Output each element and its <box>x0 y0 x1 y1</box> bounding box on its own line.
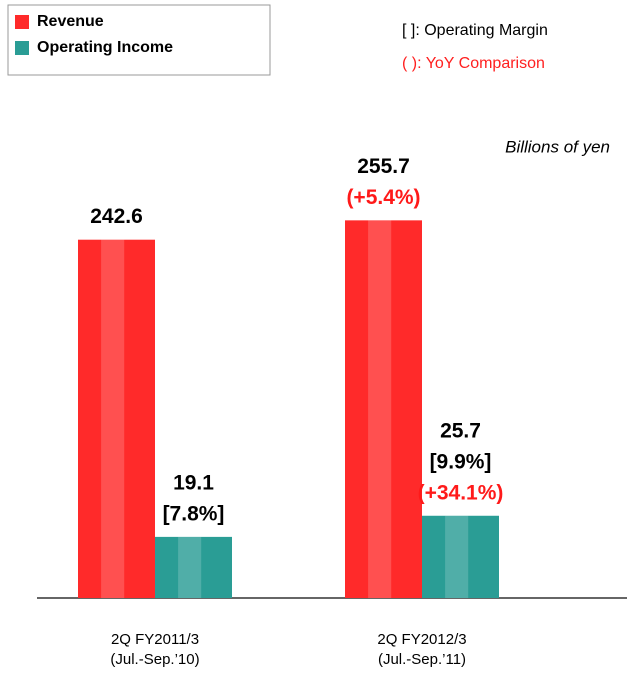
legend-box <box>7 4 271 76</box>
value-label: 19.1 <box>173 471 214 494</box>
margin-label: [9.9%] <box>430 450 492 473</box>
bar <box>422 515 499 598</box>
x-tick-label: 2Q FY2012/3 <box>377 631 466 648</box>
margin-label: [7.8%] <box>163 502 225 525</box>
bar <box>155 536 232 598</box>
note-margin: [ ]: Operating Margin <box>402 22 548 39</box>
bar-highlight <box>368 220 392 598</box>
legend-swatch <box>15 41 29 55</box>
legend-label: Revenue <box>37 13 104 30</box>
value-label: 25.7 <box>440 419 481 442</box>
legend-label: Operating Income <box>37 39 173 56</box>
bar-highlight <box>445 515 469 598</box>
note-yoy: ( ): YoY Comparison <box>402 55 545 72</box>
x-tick-label: 2Q FY2011/3 <box>111 631 199 648</box>
x-tick-period: (Jul.-Sep.’11) <box>378 651 466 668</box>
legend-swatch <box>15 15 29 29</box>
value-label: 255.7 <box>357 155 410 178</box>
x-tick-period: (Jul.-Sep.’10) <box>110 651 199 668</box>
bar-highlight <box>178 536 202 598</box>
bar-highlight <box>101 239 125 598</box>
bar <box>78 239 155 598</box>
yoy-label: (+34.1%) <box>418 481 504 504</box>
yoy-label: (+5.4%) <box>346 186 420 209</box>
value-label: 242.6 <box>90 205 143 228</box>
unit-label: Billions of yen <box>505 137 610 156</box>
bar <box>345 220 422 598</box>
